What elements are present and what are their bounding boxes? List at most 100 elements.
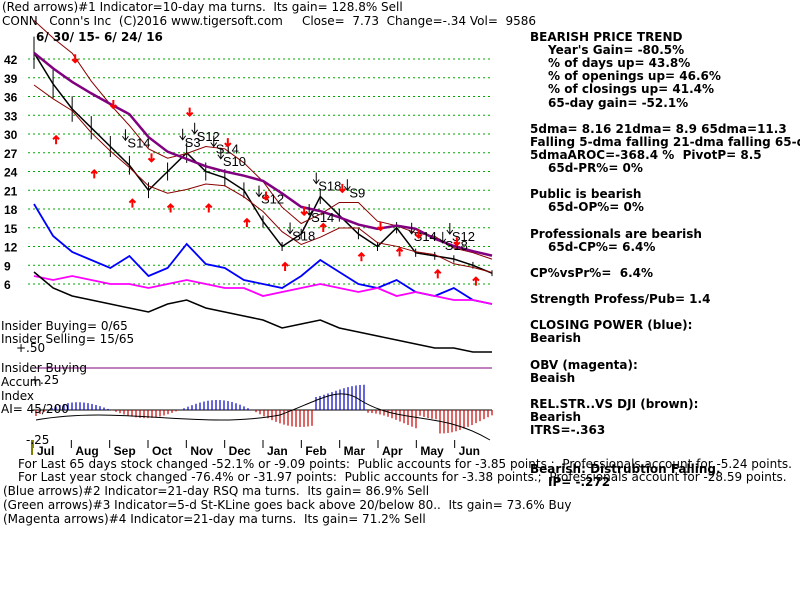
- stats-line: 65d-PR%= 0%: [548, 161, 643, 175]
- signal-label: S14: [127, 135, 150, 150]
- signal-arrow: [255, 185, 263, 198]
- x-tick-label: Jan: [267, 444, 288, 458]
- stats-line: BEARISH PRICE TREND: [530, 30, 683, 44]
- buy-arrow: [472, 276, 480, 286]
- lower-band-line: [33, 84, 493, 273]
- signal-arrow: [343, 179, 351, 192]
- signal-arrow: [446, 223, 454, 235]
- stats-line: Professionals are bearish: [530, 226, 702, 241]
- sell-arrow: [71, 54, 79, 64]
- stats-line: 5dmaAROC=-368.4 % PivotP= 8.5: [530, 147, 762, 162]
- bottom-line-1: For Last 65 days stock changed -52.1% or…: [18, 457, 792, 471]
- obv-line: [33, 275, 493, 305]
- buy-arrow: [281, 261, 289, 271]
- stats-line: % of days up= 43.8%: [548, 56, 691, 71]
- accum-tick-minus25: -.25: [26, 433, 50, 447]
- signal-label: S12: [452, 229, 475, 244]
- rel-strength-line: [33, 271, 492, 353]
- signal-label: S9: [349, 185, 365, 200]
- stats-line: 65-day gain= -52.1%: [548, 95, 689, 110]
- signal-arrow: [122, 129, 129, 142]
- signal-label: S10: [223, 154, 246, 169]
- accum-tick-plus25: +.25: [30, 373, 60, 387]
- bottom-line-3: (Blue arrows)#2 Indicator=21-day RSQ ma …: [3, 484, 430, 498]
- y-tick-label: 15: [4, 222, 18, 236]
- stats-line: Year's Gain= -80.5%: [548, 43, 685, 58]
- stats-line: ITRS=-.363: [530, 423, 606, 437]
- buy-arrow: [205, 203, 213, 213]
- signal-arrow: [210, 135, 218, 148]
- y-tick-label: 24: [4, 166, 18, 180]
- stats-line: 65d-OP%= 0%: [548, 200, 644, 215]
- signal-label: S14: [216, 142, 239, 157]
- sell-arrow: [185, 107, 194, 118]
- ma-65-line: [33, 51, 493, 257]
- x-tick-label: Oct: [152, 444, 172, 458]
- date-range: 6/ 30/ 15- 6/ 24/ 16: [36, 30, 163, 44]
- y-tick-label: 27: [4, 147, 18, 161]
- signal-label: S3: [185, 135, 201, 150]
- signal-arrow: [439, 231, 447, 244]
- signal-arrow: [312, 172, 320, 185]
- stats-line: Bearish: Distrubtion Falling.: [530, 462, 721, 477]
- sell-arrow: [300, 206, 308, 217]
- insider-selling-count: Insider Selling= 15/65: [1, 332, 135, 346]
- signal-arrow: [217, 147, 225, 160]
- sell-arrow: [414, 229, 423, 240]
- buy-arrow: [357, 251, 366, 262]
- stats-line: 65d-CP%= 6.4%: [548, 239, 656, 254]
- bottom-line-4: (Green arrows)#3 Indicator=5-d St-KLine …: [3, 498, 572, 512]
- ai-label: AI= 45/200: [1, 402, 69, 416]
- x-tick-label: May: [420, 444, 444, 458]
- bottom-line-2: For Last year stock changed -76.4% or -3…: [18, 470, 787, 484]
- stats-line: Bearish: [530, 409, 582, 424]
- signal-arrow: [408, 222, 416, 235]
- x-tick-label: Aug: [75, 444, 98, 458]
- buy-arrow: [166, 203, 175, 213]
- stats-line: Public is bearish: [530, 187, 642, 202]
- sell-arrow: [453, 237, 461, 247]
- y-tick-label: 21: [4, 184, 18, 198]
- stats-line: Bearish: [530, 331, 582, 346]
- accum-label: Accum: [1, 375, 42, 389]
- y-tick-label: 12: [4, 241, 18, 255]
- header-ticker-line: CONN Conn's Inc (C)2016 www.tigersoft.co…: [2, 14, 537, 28]
- stats-line: CLOSING POWER (blue):: [530, 318, 693, 333]
- x-tick-label: Nov: [190, 444, 213, 458]
- header-indicator-line: (Red arrows)#1 Indicator=10-day ma turns…: [2, 0, 403, 14]
- signal-label: S18: [292, 229, 315, 244]
- x-tick-label: Sep: [114, 444, 136, 458]
- index-label: Index: [1, 389, 35, 403]
- stats-line: IP= -.272: [548, 475, 611, 490]
- buy-arrow: [128, 198, 137, 208]
- y-tick-label: 18: [4, 203, 18, 217]
- sell-arrow: [376, 222, 385, 232]
- buy-arrow: [52, 134, 60, 145]
- stats-line: % of closings up= 41.4%: [548, 82, 715, 97]
- bottom-line-5: (Magenta arrows)#4 Indicator=21-day ma t…: [3, 512, 426, 526]
- x-tick-label: Mar: [344, 444, 366, 458]
- buy-arrow: [90, 168, 98, 179]
- sell-arrow: [224, 138, 232, 148]
- signal-arrow: [191, 122, 199, 135]
- stats-line: OBV (magenta):: [530, 357, 638, 372]
- buy-arrow: [319, 222, 327, 232]
- x-tick-label: Dec: [229, 444, 251, 458]
- y-tick-label: 9: [4, 259, 11, 273]
- y-tick-label: 39: [4, 72, 18, 86]
- x-tick-label: Feb: [305, 444, 326, 458]
- signal-label: S18: [318, 179, 341, 194]
- stats-line: 5dma= 8.16 21dma= 8.9 65dma=11.3: [530, 121, 787, 136]
- signal-label: S14: [311, 210, 334, 225]
- stats-line: % of openings up= 46.6%: [548, 69, 721, 84]
- y-tick-label: 36: [4, 91, 18, 105]
- sell-arrow: [338, 183, 347, 194]
- stats-line: Falling 5-dma falling 21-dma falling 65-…: [530, 134, 800, 149]
- insider-buying-label: Insider Buying: [1, 361, 87, 375]
- sell-arrow: [147, 153, 156, 163]
- insider-buying-count: Insider Buying= 0/65: [1, 319, 128, 333]
- buy-arrow: [243, 217, 251, 228]
- accum-tick-plus50: +.50: [16, 341, 46, 355]
- buy-arrow: [395, 246, 404, 257]
